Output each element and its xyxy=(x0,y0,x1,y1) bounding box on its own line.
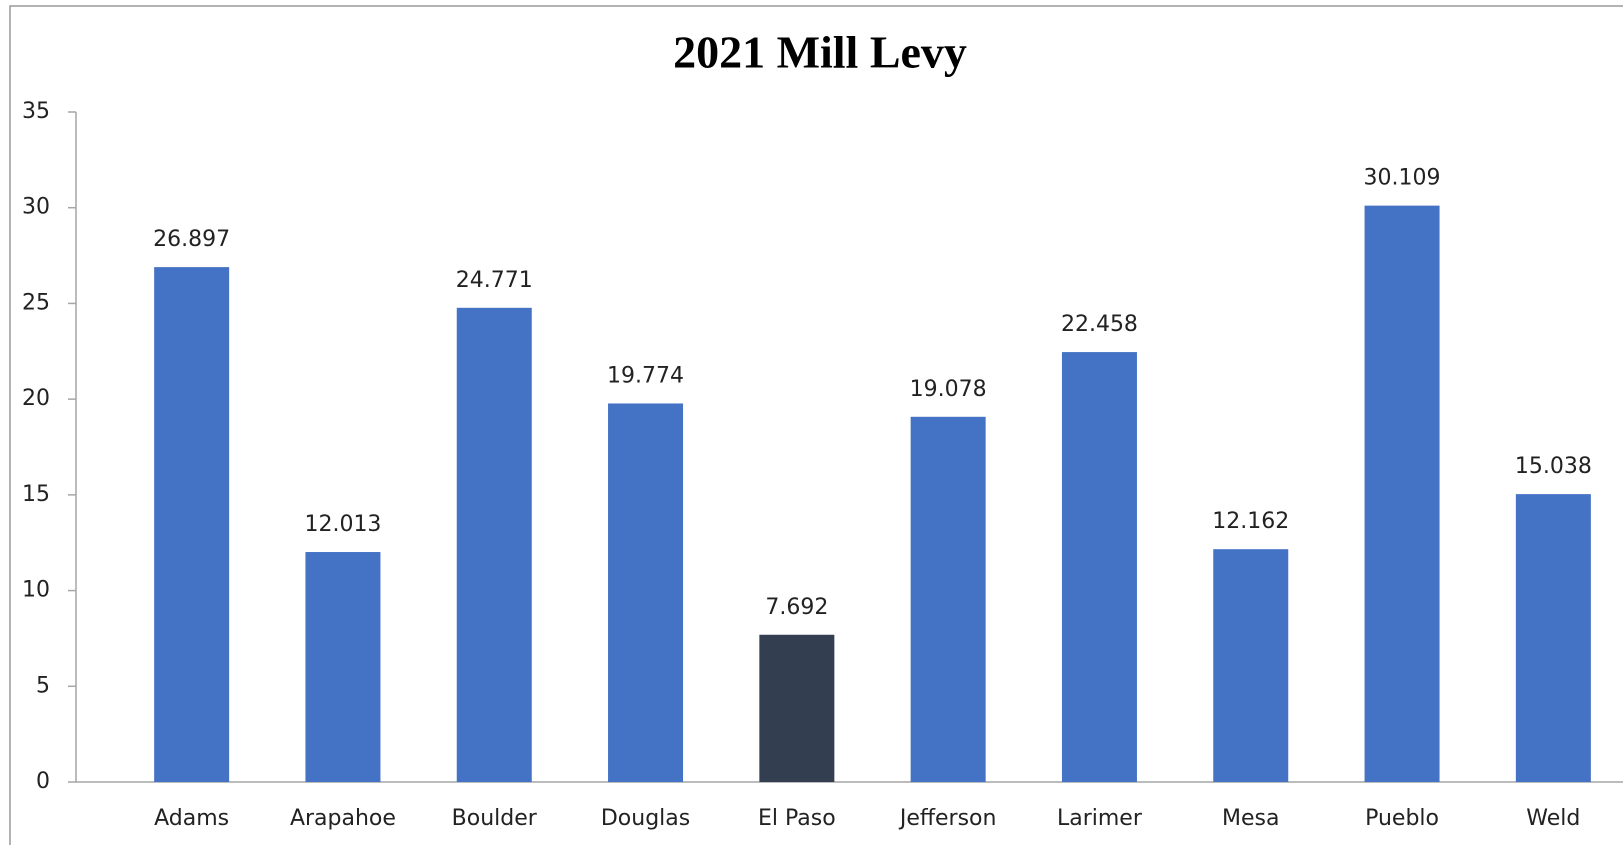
data-label: 19.078 xyxy=(910,377,987,402)
y-tick-label: 35 xyxy=(22,99,50,124)
y-tick-label: 5 xyxy=(36,673,50,698)
x-tick-label: Larimer xyxy=(1057,806,1143,831)
bar xyxy=(759,634,835,782)
x-tick-label: Weld xyxy=(1526,806,1580,831)
bar xyxy=(456,307,532,782)
chart-border xyxy=(9,5,1623,845)
y-tick-label: 15 xyxy=(22,482,50,507)
chart-title: 2021 Mill Levy xyxy=(673,27,967,78)
bar xyxy=(608,403,684,782)
data-label: 24.771 xyxy=(456,268,533,293)
y-tick-label: 25 xyxy=(22,290,50,315)
data-label: 22.458 xyxy=(1061,312,1138,337)
data-label: 30.109 xyxy=(1364,166,1441,191)
y-tick-label: 30 xyxy=(22,195,50,220)
bar xyxy=(1213,549,1289,782)
data-label: 26.897 xyxy=(153,227,230,252)
bar xyxy=(1515,494,1591,782)
data-label: 7.692 xyxy=(765,595,828,620)
y-tick-label: 10 xyxy=(22,578,50,603)
x-tick-label: Pueblo xyxy=(1365,806,1439,831)
data-label: 12.162 xyxy=(1212,509,1289,534)
x-tick-label: Douglas xyxy=(601,806,690,831)
data-label: 15.038 xyxy=(1515,454,1592,479)
bar xyxy=(1364,205,1440,783)
x-tick-label: Adams xyxy=(154,806,229,831)
bar xyxy=(154,267,230,782)
bar xyxy=(1061,352,1137,782)
y-tick-label: 0 xyxy=(36,769,50,794)
bar xyxy=(910,416,986,782)
x-tick-label: El Paso xyxy=(758,806,836,831)
bar xyxy=(305,552,381,782)
x-tick-label: Boulder xyxy=(452,806,538,831)
y-tick-label: 20 xyxy=(22,386,50,411)
x-tick-label: Jefferson xyxy=(898,806,997,831)
data-label: 19.774 xyxy=(607,363,684,388)
x-tick-label: Mesa xyxy=(1222,806,1279,831)
x-tick-label: Arapahoe xyxy=(290,806,396,831)
data-label: 12.013 xyxy=(304,512,381,537)
